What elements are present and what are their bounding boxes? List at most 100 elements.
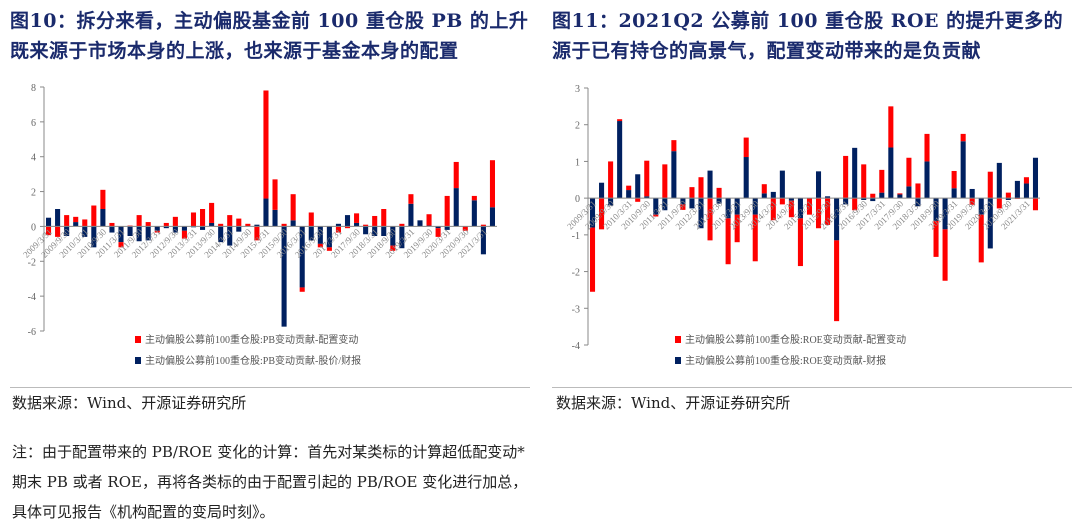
bar-red (299, 287, 305, 292)
bar-red (852, 198, 858, 211)
bar-red (1032, 198, 1039, 211)
bar-red (788, 200, 794, 218)
bar-blue (716, 198, 722, 204)
bar-blue (145, 226, 151, 241)
bar-blue (64, 226, 70, 237)
bar-red (245, 223, 251, 227)
bar-blue (797, 198, 803, 219)
bar-red (870, 193, 876, 199)
bar-blue (109, 226, 115, 233)
bar-blue (589, 198, 596, 228)
bar-red (426, 214, 432, 226)
bar-red (815, 198, 822, 229)
bar-red (644, 160, 650, 197)
bar-blue (408, 203, 414, 227)
bar-red (408, 194, 414, 204)
bar-red (861, 164, 867, 199)
bar-blue (45, 217, 52, 227)
bar-blue (281, 226, 287, 327)
bar-red (190, 212, 197, 227)
bar-red (453, 161, 459, 189)
bar-blue (599, 182, 605, 199)
bar-red (897, 193, 903, 195)
bar-blue (743, 157, 749, 199)
bar-blue (299, 226, 305, 288)
bar-red (599, 198, 605, 230)
bar-blue (951, 188, 957, 199)
bar-blue (354, 222, 360, 227)
bar-blue (752, 198, 758, 215)
bar-blue (689, 198, 695, 209)
bar-blue (372, 226, 378, 237)
bar-blue (91, 226, 97, 248)
divider (552, 387, 1072, 388)
bar-red (761, 184, 767, 194)
bar-blue (236, 226, 242, 232)
bar-red (254, 226, 260, 241)
bar-red (716, 187, 722, 199)
bar-red (145, 222, 151, 227)
bar-blue (1023, 183, 1029, 199)
bar-red (635, 198, 641, 202)
bar-blue (172, 226, 178, 233)
bar-red (344, 226, 351, 229)
bar-blue (344, 215, 351, 227)
bar-blue (1014, 180, 1020, 199)
bar-red (1023, 177, 1029, 184)
bar-blue (843, 198, 849, 205)
y-tick-label: 8 (31, 83, 36, 94)
bar-blue (707, 170, 713, 199)
bar-red (589, 227, 596, 292)
bar-blue (1005, 198, 1011, 200)
y-tick-label: 0 (575, 194, 580, 205)
bar-blue (680, 198, 686, 205)
bar-red (933, 220, 939, 257)
bar-blue (788, 198, 794, 201)
bar-blue (996, 162, 1002, 199)
bar-red (942, 229, 948, 281)
bar-red (480, 224, 486, 227)
bar-blue (127, 226, 133, 237)
bar-red (960, 133, 966, 142)
bar-blue (852, 147, 858, 199)
bar-red (399, 223, 405, 227)
bar-blue (290, 220, 296, 227)
bar-blue (626, 190, 632, 199)
bar-red (281, 223, 287, 227)
bar-red (770, 198, 776, 221)
bar-red (653, 214, 659, 217)
bar-blue (779, 170, 785, 199)
bar-blue (1032, 157, 1039, 199)
bar-blue (263, 198, 269, 227)
bar-blue (635, 174, 641, 199)
bar-red (55, 226, 61, 237)
bar-blue (417, 220, 423, 227)
bar-red (662, 164, 668, 199)
legend-label: 主动偏股公募前100重仓股:ROE变动贡献-配置变动 (685, 333, 906, 346)
bar-blue (825, 196, 831, 199)
bar-blue (897, 194, 903, 199)
bar-blue (725, 198, 731, 219)
bar-blue (136, 226, 142, 242)
legend-label: 主动偏股公募前100重仓股:PB变动贡献-配置变动 (145, 333, 358, 346)
bar-blue (163, 226, 169, 229)
bar-red (797, 218, 803, 267)
bar-blue (653, 198, 659, 215)
bar-blue (671, 151, 677, 199)
bar-blue (435, 226, 441, 229)
bar-red (906, 157, 912, 187)
bar-red (834, 240, 840, 322)
bar-red (272, 179, 278, 210)
bar-blue (960, 141, 966, 199)
bar-red (915, 183, 921, 199)
bar-red (290, 194, 296, 221)
bar-blue (815, 171, 822, 199)
bar-blue (209, 222, 215, 227)
bar-red (209, 202, 215, 223)
y-tick-label: 4 (31, 153, 36, 164)
bar-blue (55, 209, 61, 227)
bar-red (725, 218, 731, 265)
legend-label: 主动偏股公募前100重仓股:ROE变动贡献-财报 (685, 354, 886, 367)
bar-red (680, 204, 686, 210)
bar-blue (617, 121, 623, 199)
